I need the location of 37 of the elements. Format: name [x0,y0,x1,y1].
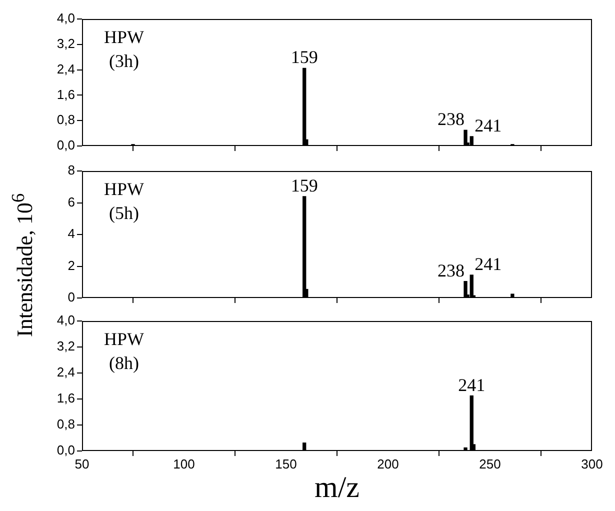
y-tick-label: 3,2 [56,338,75,354]
x-tick-label: 50 [74,456,90,472]
x-tick-label: 200 [377,456,399,472]
annotation: HPW [104,27,144,47]
annotation: (3h) [109,51,139,71]
annotation: HPW [104,179,144,199]
annotation: 241 [474,115,502,136]
y-tick-label: 0,8 [56,112,75,128]
y-tick-label: 3,2 [56,36,75,51]
x-tick-label: 100 [173,456,195,472]
y-tick-label: 4 [68,226,75,242]
annotation: 238 [438,260,465,280]
annotation: HPW [104,329,144,349]
y-tick-label: 4,0 [56,10,75,26]
annotation: 159 [290,175,318,196]
y-tick-label: 6 [68,194,75,210]
y-tick-label: 1,6 [56,86,75,102]
y-tick-label: 0,0 [56,442,75,458]
annotation: 159 [290,47,318,68]
annotation: (8h) [109,353,139,373]
y-tick-label: 0,8 [56,416,75,432]
x-tick-label: 150 [275,456,297,472]
annotation: (5h) [109,203,139,223]
y-tick-label: 2 [68,258,75,273]
x-tick-label: 250 [479,456,501,472]
y-tick-label: 1,6 [56,390,75,406]
x-axis-title: m/z [314,470,360,504]
annotation: 241 [458,374,486,395]
y-tick-label: 2,4 [56,364,75,380]
y-tick-label: 4,0 [56,312,75,328]
annotation: 238 [438,109,465,130]
y-tick-label: 2,4 [56,61,75,76]
y-tick-label: 8 [68,162,75,178]
y-tick-label: 0 [68,290,75,305]
y-tick-label: 0,0 [56,138,75,153]
x-tick-label: 300 [581,456,603,472]
annotation: 241 [474,254,502,274]
